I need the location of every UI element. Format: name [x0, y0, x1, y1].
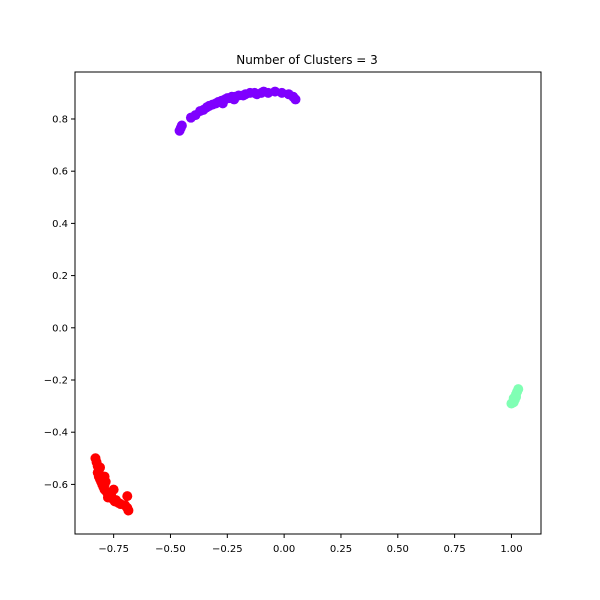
plot-area-frame	[74, 71, 542, 535]
y-tick-label: −0.4	[44, 428, 68, 439]
scatter-point	[176, 120, 187, 131]
scatter-point	[108, 484, 119, 495]
y-tick-label: 0.4	[52, 219, 68, 230]
scatter-point	[122, 491, 133, 502]
scatter-point	[508, 393, 519, 404]
chart-title: Number of Clusters = 3	[236, 53, 378, 67]
x-tick-label: 0.75	[443, 544, 465, 555]
scatter-point	[290, 94, 301, 105]
x-tick-label: 0.50	[387, 544, 409, 555]
y-axis: −0.6 −0.4 −0.2 0.0 0.2 0.4 0.6 0.8	[44, 114, 75, 491]
x-axis: −0.75 −0.50 −0.25 0.00 0.25 0.50 0.75 1.00	[98, 534, 523, 555]
x-tick-label: −0.50	[155, 544, 186, 555]
y-tick-label: 0.0	[52, 323, 68, 334]
x-tick-label: 0.00	[273, 544, 295, 555]
x-tick-label: −0.75	[98, 544, 129, 555]
scatter-point	[109, 496, 120, 507]
scatter-point	[513, 384, 524, 395]
scatter-point	[100, 476, 111, 487]
points-layer	[90, 86, 524, 516]
y-tick-label: 0.2	[52, 271, 68, 282]
x-tick-label: 1.00	[500, 544, 522, 555]
y-tick-label: −0.2	[44, 376, 68, 387]
scatter-point	[217, 98, 228, 109]
x-tick-label: −0.25	[212, 544, 243, 555]
scatter-point	[229, 94, 240, 105]
y-tick-label: 0.6	[52, 167, 68, 178]
y-tick-label: 0.8	[52, 114, 68, 125]
y-tick-label: −0.6	[44, 480, 68, 491]
x-tick-label: 0.25	[330, 544, 352, 555]
scatter-point	[123, 505, 134, 516]
